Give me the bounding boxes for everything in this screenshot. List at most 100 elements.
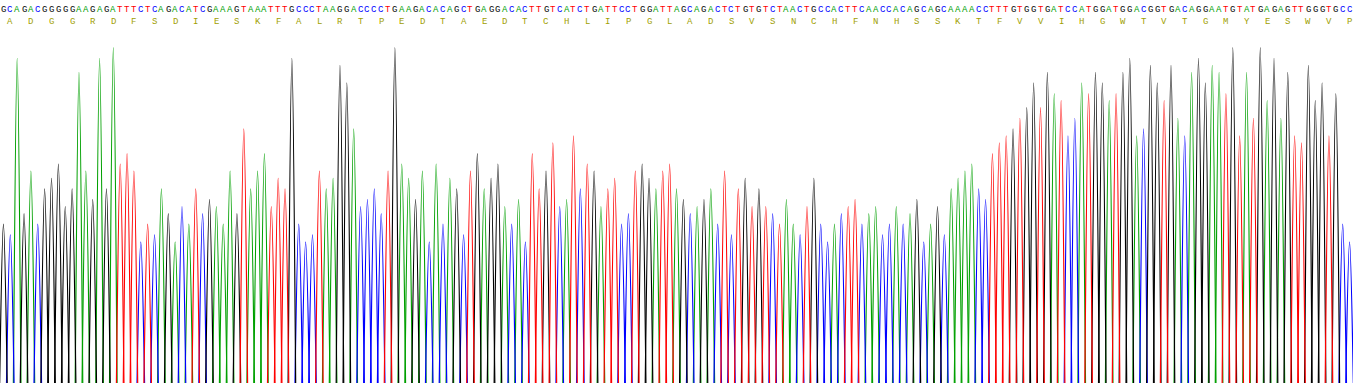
svg-text:C: C bbox=[838, 5, 844, 15]
svg-text:G: G bbox=[1100, 17, 1105, 27]
svg-text:A: A bbox=[948, 5, 954, 15]
svg-text:A: A bbox=[7, 17, 13, 27]
svg-text:C: C bbox=[900, 5, 906, 15]
svg-text:A: A bbox=[790, 5, 796, 15]
svg-text:T: T bbox=[550, 5, 556, 15]
svg-text:P: P bbox=[1347, 17, 1352, 27]
svg-text:G: G bbox=[413, 5, 418, 15]
svg-text:A: A bbox=[708, 5, 714, 15]
svg-text:C: C bbox=[921, 5, 927, 15]
svg-text:T: T bbox=[1058, 5, 1064, 15]
svg-text:T: T bbox=[268, 5, 274, 15]
svg-text:G: G bbox=[207, 5, 212, 15]
svg-text:G: G bbox=[1203, 17, 1208, 27]
svg-text:T: T bbox=[1326, 5, 1332, 15]
svg-text:V: V bbox=[1326, 17, 1332, 27]
svg-text:C: C bbox=[358, 5, 364, 15]
svg-text:G: G bbox=[756, 5, 761, 15]
svg-text:T: T bbox=[804, 5, 810, 15]
svg-text:F: F bbox=[997, 17, 1002, 27]
svg-text:T: T bbox=[529, 5, 535, 15]
svg-text:G: G bbox=[104, 5, 109, 15]
svg-text:D: D bbox=[708, 17, 713, 27]
svg-text:A: A bbox=[502, 5, 508, 15]
svg-text:H: H bbox=[1079, 17, 1084, 27]
svg-text:T: T bbox=[467, 5, 473, 15]
svg-text:A: A bbox=[653, 5, 659, 15]
svg-text:T: T bbox=[632, 5, 638, 15]
svg-text:G: G bbox=[1169, 5, 1174, 15]
svg-text:T: T bbox=[1113, 5, 1119, 15]
svg-text:A: A bbox=[962, 5, 968, 15]
svg-text:A: A bbox=[461, 17, 467, 27]
svg-text:C: C bbox=[509, 5, 515, 15]
svg-text:G: G bbox=[70, 17, 75, 27]
svg-text:D: D bbox=[111, 17, 116, 27]
svg-text:W: W bbox=[1305, 17, 1311, 27]
svg-text:D: D bbox=[28, 17, 33, 27]
svg-text:S: S bbox=[914, 17, 919, 27]
svg-text:T: T bbox=[1086, 5, 1092, 15]
svg-text:L: L bbox=[317, 17, 322, 27]
svg-text:G: G bbox=[454, 5, 459, 15]
svg-text:T: T bbox=[1182, 17, 1188, 27]
svg-text:A: A bbox=[406, 5, 412, 15]
svg-text:A: A bbox=[783, 5, 789, 15]
svg-text:N: N bbox=[791, 17, 796, 27]
svg-text:T: T bbox=[385, 5, 391, 15]
svg-text:C: C bbox=[976, 5, 982, 15]
svg-text:G: G bbox=[1258, 5, 1263, 15]
svg-text:G: G bbox=[337, 5, 342, 15]
svg-text:C: C bbox=[1072, 5, 1078, 15]
svg-text:T: T bbox=[1298, 5, 1304, 15]
svg-text:G: G bbox=[1148, 5, 1153, 15]
svg-text:A: A bbox=[955, 5, 961, 15]
svg-text:T: T bbox=[749, 5, 755, 15]
svg-text:T: T bbox=[989, 5, 995, 15]
svg-text:G: G bbox=[1155, 5, 1160, 15]
svg-text:C: C bbox=[371, 5, 377, 15]
svg-text:A: A bbox=[481, 5, 487, 15]
svg-text:C: C bbox=[440, 5, 446, 15]
svg-text:A: A bbox=[447, 5, 453, 15]
svg-text:A: A bbox=[674, 5, 680, 15]
svg-text:F: F bbox=[131, 17, 136, 27]
svg-text:C: C bbox=[983, 5, 989, 15]
svg-text:A: A bbox=[1079, 5, 1085, 15]
svg-text:A: A bbox=[1264, 5, 1270, 15]
svg-text:G: G bbox=[22, 5, 27, 15]
svg-text:C: C bbox=[715, 5, 721, 15]
svg-text:A: A bbox=[433, 5, 439, 15]
svg-text:C: C bbox=[557, 5, 563, 15]
svg-text:T: T bbox=[777, 5, 783, 15]
svg-text:G: G bbox=[49, 17, 54, 27]
svg-text:T: T bbox=[241, 5, 247, 15]
svg-text:T: T bbox=[722, 5, 728, 15]
svg-text:T: T bbox=[735, 5, 741, 15]
svg-text:T: T bbox=[570, 5, 576, 15]
svg-text:A: A bbox=[1134, 5, 1140, 15]
svg-text:A: A bbox=[330, 5, 336, 15]
svg-text:I: I bbox=[1059, 17, 1064, 27]
svg-text:G: G bbox=[90, 5, 95, 15]
svg-text:T: T bbox=[536, 5, 542, 15]
svg-text:T: T bbox=[131, 5, 137, 15]
svg-text:C: C bbox=[687, 5, 693, 15]
svg-text:A: A bbox=[158, 5, 164, 15]
svg-text:V: V bbox=[1038, 17, 1044, 27]
svg-text:K: K bbox=[255, 17, 261, 27]
svg-text:G: G bbox=[1320, 5, 1325, 15]
svg-text:V: V bbox=[749, 17, 755, 27]
svg-text:T: T bbox=[522, 17, 528, 27]
svg-text:L: L bbox=[667, 17, 672, 27]
svg-text:A: A bbox=[351, 5, 357, 15]
svg-text:T: T bbox=[358, 17, 364, 27]
svg-text:S: S bbox=[1285, 17, 1290, 27]
svg-text:T: T bbox=[1038, 5, 1044, 15]
svg-text:G: G bbox=[234, 5, 239, 15]
svg-text:A: A bbox=[1175, 5, 1181, 15]
svg-text:C: C bbox=[1340, 5, 1346, 15]
svg-text:A: A bbox=[907, 5, 913, 15]
svg-text:C: C bbox=[797, 5, 803, 15]
svg-text:I: I bbox=[605, 17, 610, 27]
